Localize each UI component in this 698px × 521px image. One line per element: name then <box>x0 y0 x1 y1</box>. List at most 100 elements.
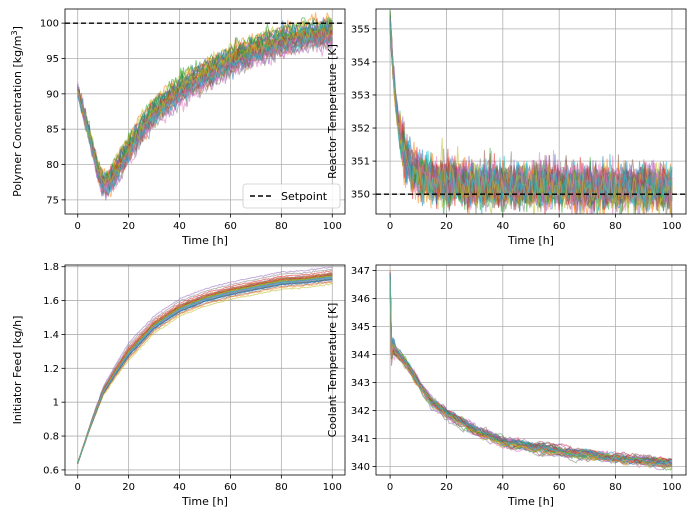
trajectory-line <box>389 274 673 462</box>
x-tick-label: 80 <box>275 221 288 232</box>
plot-frame <box>64 8 346 215</box>
y-axis-label: Initiator Feed [kg/h] <box>11 316 24 425</box>
trajectory-line <box>77 27 333 188</box>
y-tick-label: 85 <box>46 125 59 136</box>
x-tick-label: 40 <box>173 482 186 493</box>
trajectory-line <box>389 279 673 467</box>
trajectory-line <box>389 272 673 467</box>
x-tick-label: 60 <box>224 482 237 493</box>
trajectory-line <box>77 278 333 463</box>
trajectory-line <box>389 273 673 464</box>
trajectory-line <box>389 278 673 466</box>
x-tick-label: 80 <box>275 482 288 493</box>
y-tick-label: 1 <box>53 398 59 409</box>
y-tick-label: 0.6 <box>43 465 59 476</box>
y-axis-label: Coolant Temperature [K] <box>326 303 339 438</box>
y-tick-label: 1.8 <box>43 262 59 273</box>
trajectory-line <box>389 274 673 468</box>
x-tick-label: 80 <box>609 482 622 493</box>
trajectory-line <box>389 272 673 467</box>
panel-coolant-temperature: 0 20 40 60 80 100 340 341 342 343 344 345 346 347 Time… <box>326 264 687 508</box>
trajectory-line <box>389 278 673 466</box>
trajectory-line <box>389 277 673 471</box>
trajectory-line <box>77 276 333 464</box>
trajectory-line <box>389 278 673 467</box>
trajectory-line <box>389 278 672 467</box>
trajectory-line <box>389 25 673 214</box>
trajectory-line <box>77 274 333 464</box>
x-tick-label: 40 <box>496 482 509 493</box>
x-tick-label: 0 <box>75 482 81 493</box>
y-tick-label: 354 <box>351 57 370 68</box>
trajectory-line <box>77 266 333 464</box>
trajectory-line <box>389 275 673 467</box>
y-tick-label: 346 <box>351 294 370 305</box>
trajectory-line <box>389 274 673 464</box>
y-tick-label: 340 <box>351 462 370 473</box>
trajectory-line <box>77 268 333 464</box>
x-axis-label: Time [h] <box>507 234 554 247</box>
legend-box <box>242 183 341 209</box>
trajectories <box>77 12 333 201</box>
trajectory-line <box>389 278 673 466</box>
trajectory-line <box>389 277 673 470</box>
y-tick-label: 353 <box>351 90 370 101</box>
y-tick-label: 95 <box>46 54 59 65</box>
plot-frame <box>375 264 687 476</box>
trajectory-line <box>77 282 333 464</box>
x-tick-label: 40 <box>496 221 509 232</box>
panel-initiator-feed: 0 20 40 60 80 100 0.6 0.8 1 1.2 1.4 1.6 1.8 Time [h] I… <box>11 262 346 508</box>
y-tick-label: 351 <box>351 157 370 168</box>
x-tick-label: 40 <box>173 221 186 232</box>
trajectory-line <box>389 279 673 465</box>
trajectory-line <box>389 280 673 469</box>
x-tick-label: 100 <box>323 221 342 232</box>
trajectory-line <box>77 280 333 464</box>
trajectory-line <box>389 271 673 466</box>
y-tick-label: 355 <box>351 24 370 35</box>
x-tick-label: 20 <box>440 482 453 493</box>
legend-setpoint-label: Setpoint <box>281 190 328 203</box>
x-tick-label: 80 <box>609 221 622 232</box>
y-tick-label: 341 <box>351 434 370 445</box>
trajectory-line <box>389 277 673 465</box>
y-tick-label: 347 <box>351 266 370 277</box>
y-tick-label: 343 <box>351 378 370 389</box>
y-tick-label: 344 <box>351 350 370 361</box>
plot-frame <box>64 264 346 476</box>
trajectory-line <box>389 278 673 465</box>
x-tick-label: 0 <box>75 221 81 232</box>
x-tick-label: 20 <box>440 221 453 232</box>
y-tick-label: 80 <box>46 160 59 171</box>
trajectory-line <box>389 282 673 468</box>
trajectory-line <box>389 273 673 465</box>
trajectory-line <box>389 287 672 469</box>
y-tick-label: 100 <box>40 19 59 30</box>
y-tick-label: 345 <box>351 322 370 333</box>
trajectory-line <box>389 274 673 466</box>
y-tick-label: 90 <box>46 89 59 100</box>
y-axis-label: Polymer Concentration [kg/m3] <box>10 26 24 197</box>
trajectory-line <box>77 34 333 195</box>
trajectory-line <box>389 22 673 207</box>
x-tick-label: 0 <box>387 221 393 232</box>
y-tick-label: 1.2 <box>43 364 59 375</box>
trajectory-line <box>389 278 673 471</box>
x-tick-label: 60 <box>553 221 566 232</box>
plot-frame <box>375 8 687 215</box>
panel-reactor-temperature: 0 20 40 60 80 100 350 351 352 353 354 355 Time [h] Re… <box>326 8 687 247</box>
trajectory-line <box>389 272 673 466</box>
panel-polymer-concentration: 0 20 40 60 80 100 75 80 85 90 95 100 Time [h] Polymer… <box>10 8 346 247</box>
y-axis-label: Reactor Temperature [K] <box>326 44 339 179</box>
trajectory-line <box>389 278 673 465</box>
trajectory-line <box>389 18 673 214</box>
trajectory-line <box>77 26 333 186</box>
y-tick-label: 352 <box>351 124 370 135</box>
trajectory-line <box>389 283 673 468</box>
y-tick-label: 0.8 <box>43 432 59 443</box>
x-tick-label: 20 <box>122 221 135 232</box>
trajectory-line <box>77 273 333 464</box>
y-tick-label: 342 <box>351 406 370 417</box>
x-axis-label: Time [h] <box>181 495 228 508</box>
trajectory-line <box>389 275 672 467</box>
